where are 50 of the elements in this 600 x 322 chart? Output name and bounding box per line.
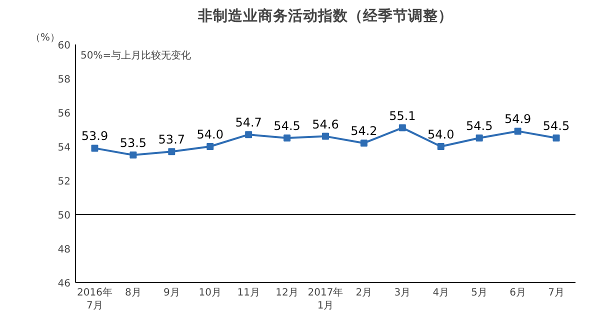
x-tick-label: 11月 — [237, 288, 260, 298]
point — [437, 143, 444, 150]
data-label: 53.9 — [81, 129, 108, 144]
x-tick-label: 12月 — [276, 288, 298, 298]
chart-title: 非制造业商务活动指数（经季节调整） — [197, 6, 453, 24]
x-tick-label: 7月 — [548, 288, 564, 298]
data-label: 54.5 — [274, 119, 300, 133]
point — [245, 131, 252, 138]
y-tick-label: 50 — [58, 210, 71, 222]
y-axis-title: （%） — [30, 32, 60, 44]
y-tick-label: 48 — [58, 244, 71, 256]
data-label: 54.9 — [504, 112, 532, 126]
x-tick-label: 2017年 1月 — [308, 286, 344, 312]
y-tick-label: 56 — [58, 108, 71, 120]
y-tick-label: 46 — [58, 278, 71, 290]
x-tick-label: 8月 — [125, 288, 142, 298]
x-tick-label: 9月 — [163, 288, 180, 298]
point — [130, 152, 137, 158]
point — [552, 134, 560, 142]
point — [168, 148, 176, 156]
y-tick-label: 58 — [58, 74, 71, 86]
point — [91, 144, 98, 152]
data-label: 54.0 — [428, 128, 454, 142]
data-label: 54.0 — [196, 128, 224, 142]
data-label: 55.1 — [389, 108, 416, 123]
x-tick-label: 4月 — [432, 288, 450, 298]
x-tick-label: 5月 — [471, 288, 488, 298]
data-label: 54.2 — [350, 124, 378, 138]
point — [360, 140, 368, 147]
x-tick-label: 2月 — [356, 288, 372, 298]
y-tick-label: 52 — [58, 176, 71, 188]
point — [476, 134, 483, 142]
y-tick-label: 60 — [58, 40, 71, 52]
point — [398, 124, 406, 132]
annotation: 50%=与上月比较无变化 — [80, 50, 192, 62]
point — [206, 143, 214, 150]
y-tick-label: 54 — [58, 142, 71, 154]
data-label: 54.7 — [235, 116, 262, 130]
x-tick-label: 10月 — [198, 288, 222, 298]
x-tick-label: 2016年 7月 — [77, 286, 112, 312]
data-label: 54.6 — [312, 117, 339, 132]
point — [322, 132, 329, 140]
data-label: 53.5 — [120, 136, 147, 150]
point — [284, 134, 291, 142]
x-tick-label: 6月 — [510, 288, 526, 298]
data-label: 54.5 — [542, 119, 570, 133]
data-label: 53.7 — [158, 132, 186, 147]
x-tick-label: 3月 — [394, 288, 411, 298]
data-label: 54.5 — [466, 119, 493, 133]
point — [514, 128, 522, 135]
